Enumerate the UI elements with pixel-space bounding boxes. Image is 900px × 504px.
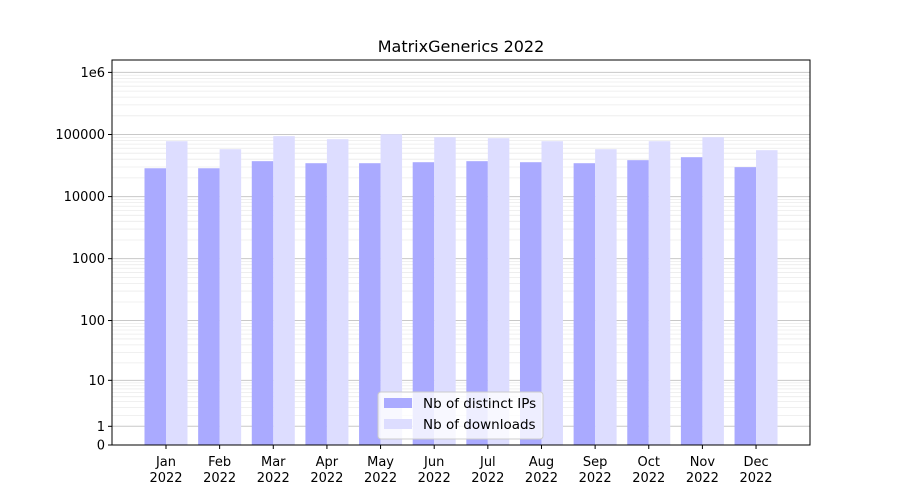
y-tick-label: 1 — [97, 420, 105, 435]
legend-label-ips: Nb of distinct IPs — [423, 396, 536, 412]
bar-distinct-ips — [305, 163, 327, 445]
x-tick-label-month: Oct — [638, 455, 660, 470]
x-tick-label-year: 2022 — [686, 471, 719, 486]
y-axis: 0 1 10 100 1000 10000 100000 1e6 — [55, 66, 112, 454]
x-tick-label-year: 2022 — [632, 471, 665, 486]
bar-downloads — [541, 141, 563, 446]
bar-distinct-ips — [251, 161, 274, 445]
y-tick-label: 100000 — [55, 128, 105, 143]
y-tick-label: 10000 — [64, 190, 105, 205]
bars — [144, 134, 778, 446]
bar-downloads — [166, 141, 188, 446]
x-tick-label-month: Nov — [690, 455, 716, 470]
bar-downloads — [273, 136, 295, 446]
legend-label-downloads: Nb of downloads — [423, 417, 536, 433]
bar-distinct-ips — [680, 157, 703, 445]
y-tick-label: 0 — [97, 439, 105, 454]
legend-swatch-ips — [384, 398, 412, 408]
bar-downloads — [380, 134, 403, 445]
x-tick-label-year: 2022 — [149, 471, 182, 486]
x-tick-label-month: May — [367, 455, 394, 470]
bar-downloads — [487, 138, 510, 446]
bar-distinct-ips — [519, 162, 542, 445]
x-tick-label-month: Apr — [316, 455, 339, 470]
y-tick-label: 100 — [80, 314, 105, 329]
bar-downloads — [595, 149, 617, 445]
x-tick-label-month: Feb — [208, 455, 231, 470]
x-tick-label-month: Dec — [743, 455, 768, 470]
chart-title: MatrixGenerics 2022 — [378, 37, 545, 56]
x-tick-label-year: 2022 — [364, 471, 397, 486]
bar-distinct-ips — [573, 163, 596, 445]
bar-downloads — [326, 139, 349, 445]
bar-distinct-ips — [359, 163, 381, 445]
x-axis: Jan2022Feb2022Mar2022Apr2022May2022Jun20… — [149, 445, 773, 486]
legend-frame — [377, 391, 544, 440]
bar-distinct-ips — [144, 168, 166, 445]
y-tick-label: 1e6 — [80, 66, 105, 81]
x-tick-label-year: 2022 — [310, 471, 343, 486]
bar-downloads — [648, 141, 671, 446]
x-tick-label-year: 2022 — [471, 471, 504, 486]
x-tick-label-year: 2022 — [418, 471, 451, 486]
bar-distinct-ips — [627, 160, 649, 445]
x-tick-label-year: 2022 — [203, 471, 236, 486]
y-tick-label: 10 — [88, 374, 105, 389]
bar-distinct-ips — [198, 168, 220, 445]
bar-downloads — [219, 149, 242, 445]
bar-distinct-ips — [734, 167, 757, 445]
bar-downloads — [756, 150, 778, 445]
x-tick-label-month: Jul — [479, 455, 496, 470]
bar-distinct-ips — [466, 161, 488, 445]
x-tick-label-year: 2022 — [525, 471, 558, 486]
legend: Nb of distinct IPs Nb of downloads — [377, 391, 544, 440]
x-tick-label-year: 2022 — [257, 471, 290, 486]
x-tick-label-month: Mar — [261, 455, 286, 470]
x-tick-label-year: 2022 — [579, 471, 612, 486]
x-tick-label-year: 2022 — [739, 471, 772, 486]
x-tick-label-month: Jan — [155, 455, 176, 470]
x-tick-label-month: Sep — [583, 455, 608, 470]
x-tick-label-month: Aug — [529, 455, 554, 470]
x-tick-label-month: Jun — [423, 455, 444, 470]
bar-distinct-ips — [412, 162, 435, 445]
bar-downloads — [434, 137, 456, 445]
bar-downloads — [702, 137, 724, 445]
legend-swatch-downloads — [384, 419, 412, 429]
plot-frame — [111, 59, 811, 446]
y-tick-label: 1000 — [72, 252, 105, 267]
